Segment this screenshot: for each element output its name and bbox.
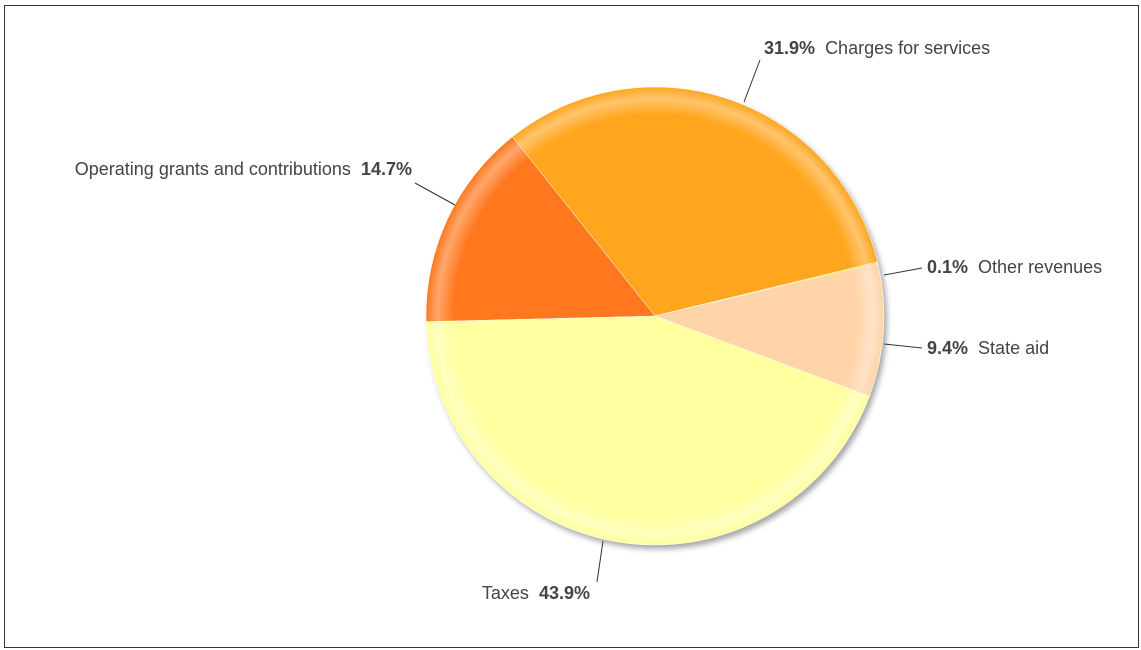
slice-labels: 31.9% Charges for services 0.1% Other rev…: [75, 38, 1102, 603]
label-gap: [815, 38, 825, 58]
leader-line-charges-for-services: [743, 59, 761, 103]
slice-label-charges-for-services: 31.9% Charges for services: [764, 38, 990, 58]
pie-slices: [425, 86, 885, 546]
leader-line-state-aid: [883, 343, 923, 349]
slice-percent: 14.7%: [361, 159, 412, 179]
label-gap: [529, 583, 539, 603]
slice-label-operating-grants-and-contributions: Operating grants and contributions 14.7%: [75, 159, 412, 179]
label-gap: [968, 338, 978, 358]
leader-line-other-revenues: [883, 267, 923, 276]
slice-name: Charges for services: [825, 38, 990, 58]
leader-line-operating-grants-and-contributions: [414, 182, 456, 206]
slice-percent: 43.9%: [539, 583, 590, 603]
slice-percent: 9.4%: [927, 338, 968, 358]
slice-percent: 31.9%: [764, 38, 815, 58]
slice-label-taxes: Taxes 43.9%: [482, 583, 590, 603]
slice-name: Operating grants and contributions: [75, 159, 351, 179]
slice-name: Taxes: [482, 583, 529, 603]
label-gap: [351, 159, 361, 179]
leader-lines: [414, 59, 923, 583]
label-gap: [968, 257, 978, 277]
slice-label-state-aid: 9.4% State aid: [927, 338, 1049, 358]
leader-line-taxes: [596, 540, 604, 583]
slice-name: State aid: [978, 338, 1049, 358]
slice-percent: 0.1%: [927, 257, 968, 277]
slice-name: Other revenues: [978, 257, 1102, 277]
slice-label-other-revenues: 0.1% Other revenues: [927, 257, 1102, 277]
